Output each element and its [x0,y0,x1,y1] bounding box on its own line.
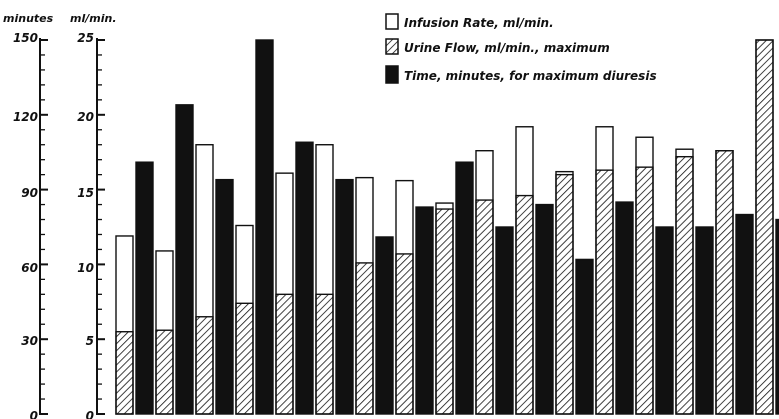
bar-group-6 [315,144,354,415]
urine-bar [595,169,614,415]
legend: Infusion Rate, ml/min. Urine Flow, ml/mi… [385,13,657,84]
bar-group-11 [515,126,554,415]
minutes-tick-label-0: 0 [30,409,38,419]
time-bar [655,226,674,415]
minutes-tick-label-120: 120 [13,110,38,124]
bar-group-8 [395,179,434,415]
minutes-tick-label-30: 30 [21,334,38,348]
time-bar [135,161,154,415]
minutes-tick-label-60: 60 [21,261,38,275]
bar-group-9 [435,161,474,415]
legend-label-time: Time, minutes, for maximum diuresis [404,69,657,83]
bar-group-3 [195,144,234,415]
time-bar [455,161,474,415]
time-bar [215,178,234,415]
minutes-axis: 150 120 90 60 30 0 [13,31,48,419]
bar-group-14 [635,136,674,415]
time-bar [735,213,754,415]
time-bar [695,226,714,415]
minutes-tick-label-90: 90 [21,186,38,200]
time-bar [415,206,434,415]
ml-tick-label-25: 25 [77,31,94,45]
time-bar [775,218,779,415]
urine-bar [755,39,774,415]
bar-group-1 [115,161,154,415]
ml-tick-label-5: 5 [86,334,94,348]
bar-group-16 [715,150,754,415]
bar-group-15 [675,148,714,415]
urine-bar [155,329,174,415]
bar-group-4 [235,39,274,415]
urine-bar [675,155,694,415]
bar-group-7 [355,176,394,415]
ml-tick-label-0: 0 [86,409,94,419]
minutes-tick-label-150: 150 [13,31,38,45]
ml-tick-label-10: 10 [77,261,94,275]
time-bar [335,178,354,415]
ml-axis: 25 20 15 10 5 0 [77,31,105,419]
urine-bar [635,166,654,415]
urine-bar [235,302,254,415]
bar-group-2 [155,104,194,415]
legend-label-infusion: Infusion Rate, ml/min. [404,16,554,30]
urine-bar [395,253,414,415]
urine-bar [195,316,214,415]
bar-group-13 [595,126,634,415]
time-bar [535,203,554,415]
time-bar [615,201,634,415]
urine-bar [315,293,334,415]
time-bar [375,236,394,415]
urine-bar [115,331,134,415]
legend-swatch-urine [385,38,399,55]
urine-bar [435,208,454,415]
bar-group-10 [475,150,514,415]
time-bar [575,258,594,415]
urine-bar [475,199,494,415]
bar-group-5 [275,141,314,415]
urine-bar [275,293,294,415]
time-bar [175,104,194,415]
ml-tick-label-15: 15 [77,186,94,200]
legend-swatch-infusion [385,13,399,30]
legend-label-urine: Urine Flow, ml/min., maximum [404,41,610,55]
legend-swatch-time [385,65,399,84]
urine-bar [515,194,534,415]
time-bar [255,39,274,415]
left-axis-unit-label: minutes [3,12,54,25]
bar-group-12 [555,170,594,415]
urine-bar [715,150,734,415]
time-bar [495,226,514,415]
ml-tick-label-20: 20 [77,110,94,124]
urine-bar [555,173,574,415]
bar-group-17 [755,39,779,415]
bar-groups [115,39,779,415]
urine-bar [355,262,374,415]
time-bar [295,141,314,415]
right-axis-unit-label: ml/min. [70,12,117,25]
